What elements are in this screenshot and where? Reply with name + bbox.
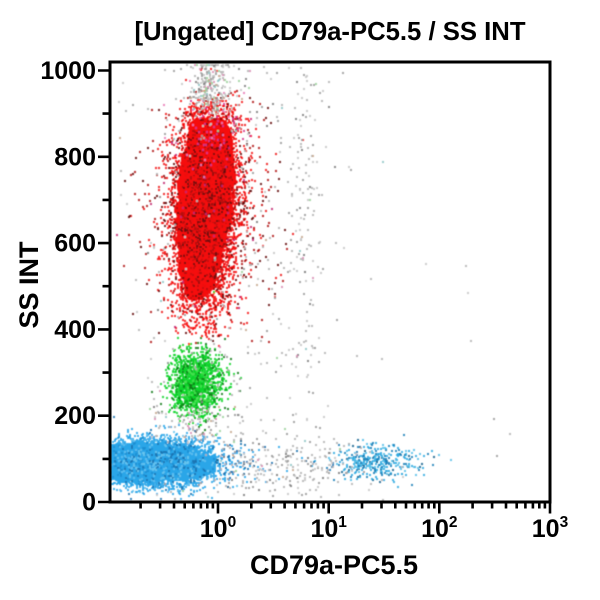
svg-text:101: 101 [310, 514, 347, 543]
svg-text:100: 100 [200, 514, 236, 543]
svg-text:400: 400 [54, 316, 96, 344]
svg-text:CD79a-PC5.5: CD79a-PC5.5 [250, 550, 418, 580]
svg-text:0: 0 [82, 489, 96, 517]
svg-text:[Ungated] CD79a-PC5.5 / SS INT: [Ungated] CD79a-PC5.5 / SS INT [134, 18, 525, 46]
svg-text:600: 600 [54, 230, 96, 258]
svg-text:SS INT: SS INT [14, 241, 44, 329]
svg-text:800: 800 [54, 143, 96, 171]
svg-text:200: 200 [54, 402, 96, 430]
svg-text:103: 103 [532, 514, 569, 543]
svg-text:102: 102 [421, 514, 457, 543]
svg-text:1000: 1000 [40, 57, 96, 85]
